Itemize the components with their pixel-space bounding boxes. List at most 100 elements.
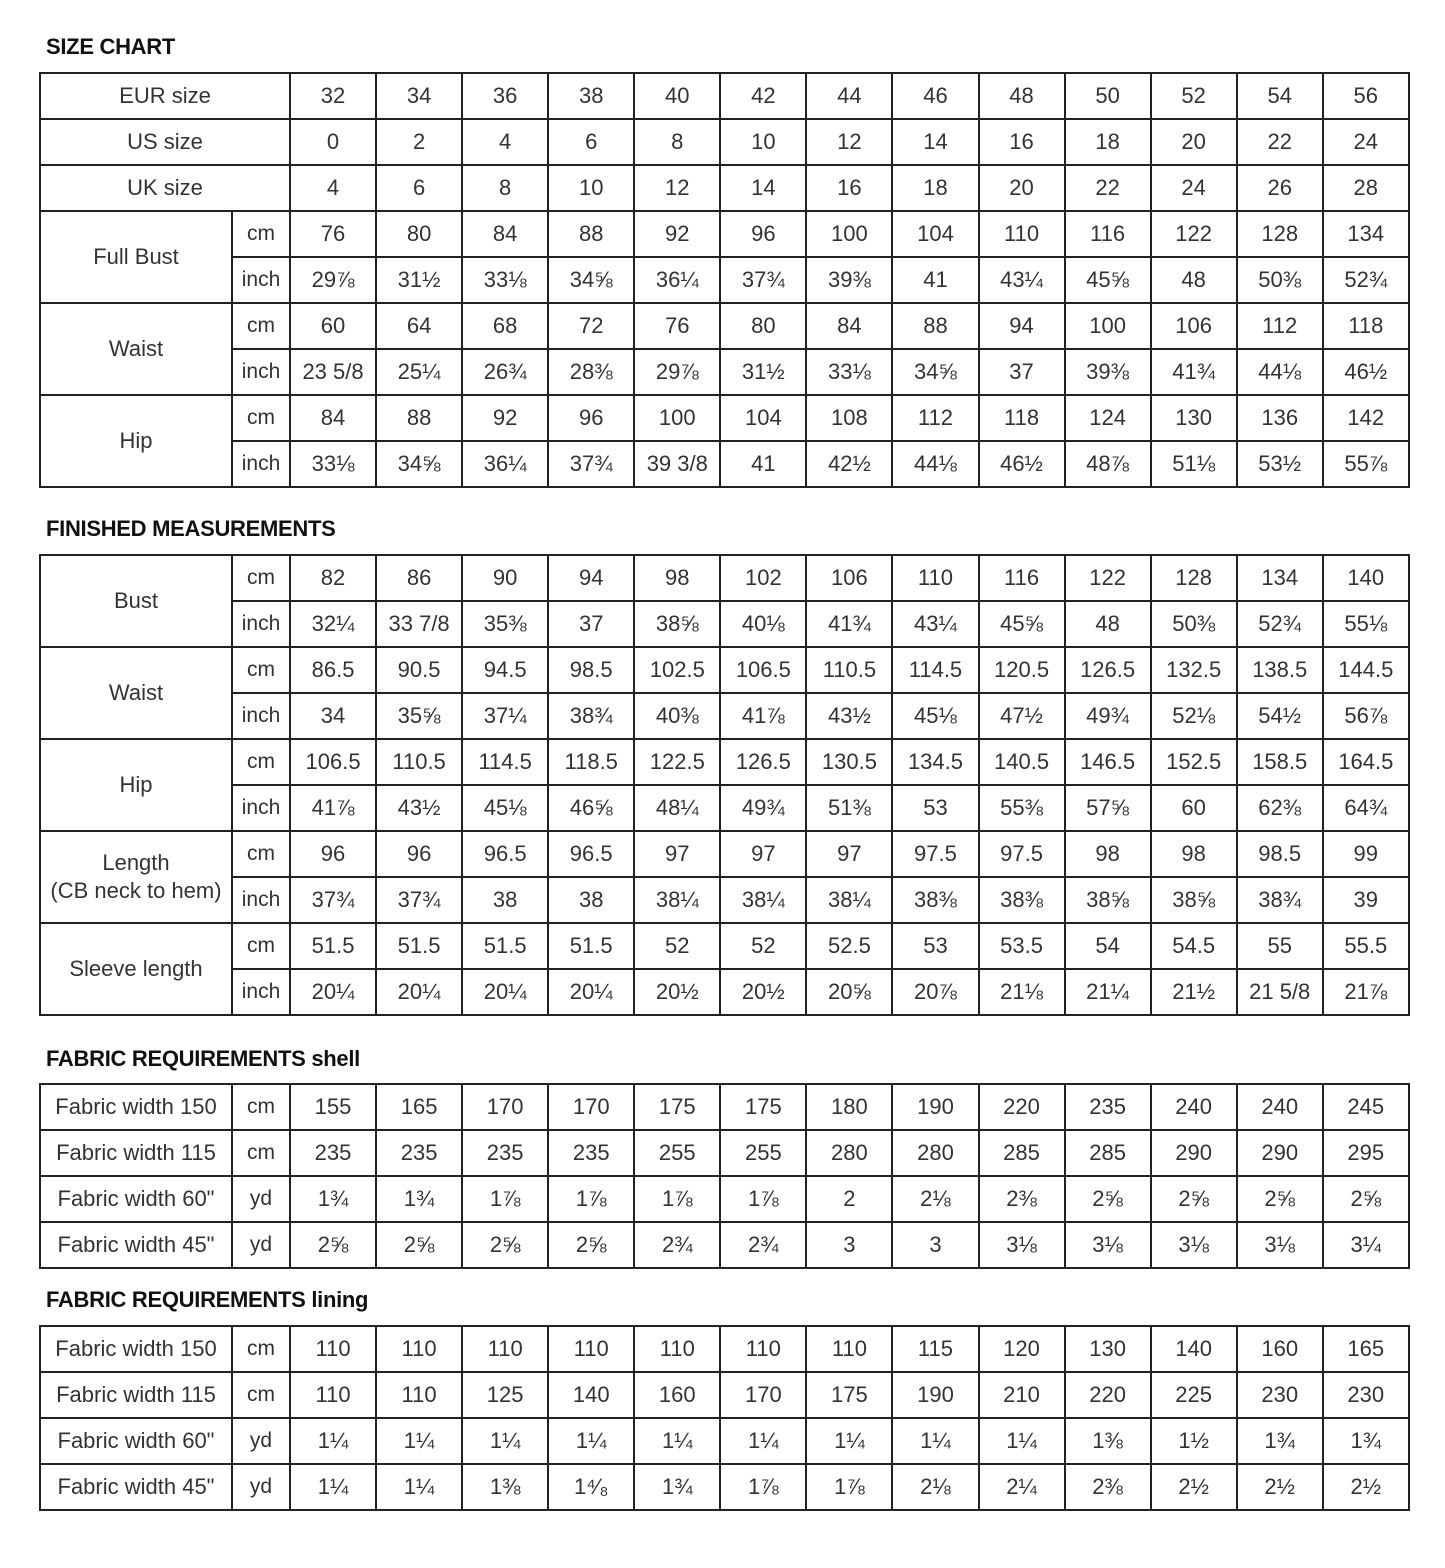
value-cell: 55⅜ (977, 784, 1066, 832)
value-cell: 12 (805, 118, 894, 166)
value-cell: 34⅝ (375, 440, 464, 488)
value-cell: 2 (805, 1175, 894, 1223)
row-label: Bust (39, 554, 233, 648)
value-cell: 51⅜ (805, 784, 894, 832)
value-cell: 164.5 (1321, 738, 1410, 786)
value-cell: 88 (375, 394, 464, 442)
value-cell: 2⅝ (288, 1221, 378, 1269)
table-row: EUR size 32 34 36 38 40 42 44 46 48 50 52 54 56 (39, 72, 1410, 120)
value-cell: 52 (719, 922, 808, 970)
value-cell: 54 (1063, 922, 1152, 970)
value-cell: 24 (1149, 164, 1238, 212)
value-cell: 51⅛ (1149, 440, 1238, 488)
value-cell: 142 (1321, 394, 1410, 442)
unit-cell: inch (231, 440, 291, 488)
value-cell: 4 (288, 164, 378, 212)
value-cell: 126.5 (719, 738, 808, 786)
value-cell: 210 (977, 1371, 1066, 1419)
value-cell: 2¾ (719, 1221, 808, 1269)
value-cell: 52 (633, 922, 722, 970)
table-row: Fabric width 60" yd 1¾ 1¾ 1⅞ 1⅞ 1⅞ 1⅞ 2 2⅛ 2⅜ 2⅝ 2⅝ 2… (39, 1175, 1410, 1223)
row-label: Fabric width 45" (39, 1221, 233, 1269)
value-cell: 21½ (1149, 968, 1238, 1016)
value-cell: 42½ (805, 440, 894, 488)
value-cell: 110 (288, 1325, 378, 1373)
value-cell: 34⅝ (891, 348, 980, 396)
value-cell: 104 (891, 210, 980, 258)
value-cell: 76 (288, 210, 378, 258)
value-cell: 255 (719, 1129, 808, 1177)
value-cell: 53 (891, 922, 980, 970)
unit-cell: inch (231, 876, 291, 924)
value-cell: 54 (1235, 72, 1324, 120)
value-cell: 43¼ (977, 256, 1066, 304)
value-cell: 1¼ (977, 1417, 1066, 1465)
value-cell: 136 (1235, 394, 1324, 442)
value-cell: 18 (891, 164, 980, 212)
value-cell: 88 (547, 210, 636, 258)
value-cell: 37¾ (547, 440, 636, 488)
value-cell: 37¾ (375, 876, 464, 924)
row-label: Waist (39, 302, 233, 396)
row-label: Fabric width 150 (39, 1083, 233, 1131)
value-cell: 37¾ (719, 256, 808, 304)
value-cell: 290 (1235, 1129, 1324, 1177)
value-cell: 1⁴⁄₈ (547, 1463, 636, 1511)
value-cell: 235 (288, 1129, 378, 1177)
value-cell: 230 (1321, 1371, 1410, 1419)
value-cell: 2 (375, 118, 464, 166)
value-cell: 3 (891, 1221, 980, 1269)
value-cell: 140 (1149, 1325, 1238, 1373)
value-cell: 125 (461, 1371, 550, 1419)
value-cell: 190 (891, 1083, 980, 1131)
unit-cell: cm (231, 554, 291, 602)
value-cell: 96 (547, 394, 636, 442)
table-row: Fabric width 150 cm 110 110 110 110 110 110 110 1… (39, 1325, 1410, 1373)
value-cell: 280 (891, 1129, 980, 1177)
value-cell: 29⅞ (633, 348, 722, 396)
value-cell: 72 (547, 302, 636, 350)
value-cell: 20 (1149, 118, 1238, 166)
value-cell: 43½ (805, 692, 894, 740)
value-cell: 1¼ (719, 1417, 808, 1465)
value-cell: 47½ (977, 692, 1066, 740)
value-cell: 55 (1235, 922, 1324, 970)
table-row: UK size 4 6 8 10 12 14 16 18 20 22 24 26 28 (39, 164, 1410, 212)
value-cell: 38⅝ (1149, 876, 1238, 924)
value-cell: 98.5 (547, 646, 636, 694)
value-cell: 146.5 (1063, 738, 1152, 786)
value-cell: 48¼ (633, 784, 722, 832)
value-cell: 132.5 (1149, 646, 1238, 694)
table-row: Waist cm 86.5 90.5 94.5 98.5 102.5 106.5 110.5 11… (39, 646, 1410, 740)
value-cell: 110 (891, 554, 980, 602)
row-label: Sleeve length (39, 922, 233, 1016)
value-cell: 235 (375, 1129, 464, 1177)
value-cell: 38⅝ (633, 600, 722, 648)
value-cell: 1⅜ (461, 1463, 550, 1511)
value-cell: 144.5 (1321, 646, 1410, 694)
value-cell: 50⅜ (1235, 256, 1324, 304)
value-cell: 1¾ (375, 1175, 464, 1223)
value-cell: 100 (805, 210, 894, 258)
value-cell: 98 (633, 554, 722, 602)
value-cell: 37 (977, 348, 1066, 396)
value-cell: 170 (461, 1083, 550, 1131)
value-cell: 165 (1321, 1325, 1410, 1373)
value-cell: 26 (1235, 164, 1324, 212)
value-cell: 112 (1235, 302, 1324, 350)
value-cell: 98 (1063, 830, 1152, 878)
value-cell: 106.5 (719, 646, 808, 694)
value-cell: 97 (805, 830, 894, 878)
value-cell: 140.5 (977, 738, 1066, 786)
value-cell: 90 (461, 554, 550, 602)
value-cell: 2½ (1321, 1463, 1410, 1511)
table-row: Fabric width 115 cm 235 235 235 235 255 255 280 2… (39, 1129, 1410, 1177)
value-cell: 31½ (375, 256, 464, 304)
value-cell: 1¾ (1321, 1417, 1410, 1465)
row-label: EUR size (39, 72, 291, 120)
value-cell: 25¼ (375, 348, 464, 396)
value-cell: 44⅛ (1235, 348, 1324, 396)
value-cell: 20⅝ (805, 968, 894, 1016)
table-row: Full Bust cm 76 80 84 88 92 96 100 104 110 116 122 12… (39, 210, 1410, 304)
value-cell: 2⅝ (1321, 1175, 1410, 1223)
